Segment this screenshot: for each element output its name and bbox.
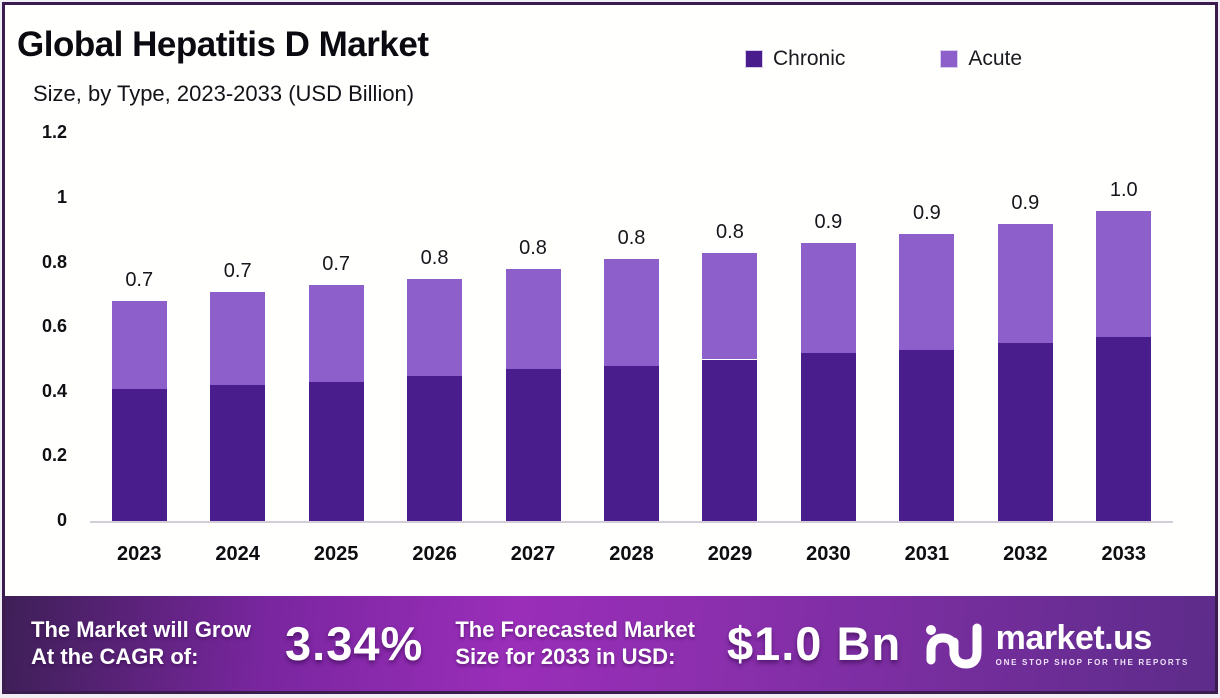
bar-segment-acute-2031: [899, 233, 955, 350]
legend-item-chronic: Chronic: [745, 47, 845, 71]
footer-banner: The Market will Grow At the CAGR of: 3.3…: [5, 596, 1215, 691]
bar-segment-chronic-2032: [997, 343, 1053, 521]
bar-segment-chronic-2025: [308, 382, 364, 521]
y-axis-tick: 1.2: [41, 122, 67, 143]
brand-text: market.us ONE STOP SHOP FOR THE REPORTS: [996, 621, 1189, 667]
chart-stage: Global Hepatitis D Market Size, by Type,…: [5, 5, 1215, 691]
bar-total-label-2032: 0.9: [1011, 191, 1040, 214]
bar-total-label-2027: 0.8: [519, 237, 547, 260]
x-axis-label-2026: 2026: [412, 543, 457, 565]
bar-segment-acute-2026: [407, 278, 463, 376]
legend: Chronic Acute: [745, 47, 1022, 71]
x-axis-label-2024: 2024: [215, 543, 260, 565]
bar-segment-chronic-2028: [604, 365, 659, 521]
legend-item-acute: Acute: [940, 47, 1022, 71]
legend-label-acute: Acute: [968, 47, 1023, 70]
forecast-value: $1.0 Bn: [726, 617, 902, 670]
forecast-label: The Forecasted Market Size for 2033 in U…: [455, 617, 695, 671]
bar-segment-chronic-2023: [111, 388, 167, 521]
bar-segment-acute-2027: [505, 269, 561, 370]
bar-segment-acute-2029: [702, 252, 758, 360]
y-axis-tick: 0.8: [41, 251, 67, 272]
y-axis-tick: 0: [56, 510, 67, 530]
market-us-logo-icon: [925, 623, 982, 669]
bar-segment-chronic-2026: [407, 375, 463, 521]
page-title: Global Hepatitis D Market: [17, 25, 429, 64]
y-axis-tick: 0.4: [41, 380, 67, 401]
bar-segment-chronic-2031: [899, 349, 955, 521]
bar-total-label-2024: 0.7: [223, 259, 252, 282]
cagr-value: 3.34%: [285, 617, 424, 670]
x-axis-label-2031: 2031: [904, 543, 950, 565]
cagr-label: The Market will Grow At the CAGR of:: [31, 617, 251, 671]
bar-total-label-2031: 0.9: [912, 201, 941, 224]
bar-total-label-2029: 0.8: [716, 220, 744, 243]
cagr-label-line2: At the CAGR of:: [31, 643, 199, 669]
bar-segment-acute-2023: [111, 301, 167, 389]
bar-total-label-2025: 0.7: [322, 253, 351, 276]
forecast-label-line2: Size for 2033 in USD:: [455, 643, 676, 669]
bar-total-label-2033: 1.0: [1109, 178, 1138, 201]
x-axis-label-2025: 2025: [313, 543, 359, 565]
brand-tagline: ONE STOP SHOP FOR THE REPORTS: [995, 657, 1189, 667]
brand-name: market.us: [995, 618, 1153, 657]
bar-total-label-2030: 0.9: [814, 211, 843, 234]
y-axis-tick: 0.2: [41, 445, 67, 466]
bar-segment-acute-2033: [1096, 210, 1152, 337]
x-axis-label-2027: 2027: [510, 543, 556, 565]
bar-segment-acute-2030: [800, 243, 856, 354]
bar-segment-chronic-2030: [800, 353, 856, 521]
bar-segment-chronic-2033: [1096, 336, 1152, 521]
y-axis-tick: 0.6: [41, 316, 67, 337]
bar-segment-acute-2032: [997, 223, 1053, 344]
brand-logo: market.us ONE STOP SHOP FOR THE REPORTS: [924, 618, 1189, 670]
bar-total-label-2028: 0.8: [617, 227, 646, 250]
y-axis-tick: 1: [56, 187, 67, 207]
x-axis-label-2023: 2023: [116, 543, 162, 565]
bar-segment-acute-2024: [210, 291, 266, 386]
bar-segment-chronic-2027: [505, 369, 561, 521]
chronic-swatch-icon: [745, 50, 763, 68]
x-axis-label-2033: 2033: [1101, 543, 1147, 565]
acute-swatch-icon: [940, 50, 959, 68]
legend-label-chronic: Chronic: [773, 47, 846, 70]
x-axis-label-2032: 2032: [1003, 543, 1048, 565]
x-axis-label-2030: 2030: [806, 543, 851, 565]
bar-total-label-2026: 0.8: [420, 246, 449, 269]
x-axis-label-2028: 2028: [609, 543, 654, 565]
cagr-label-line1: The Market will Grow: [31, 616, 252, 642]
bar-segment-chronic-2029: [702, 359, 758, 521]
x-axis-line: [90, 521, 1173, 523]
forecast-label-line1: The Forecasted Market: [455, 616, 695, 642]
page-subtitle: Size, by Type, 2023-2033 (USD Billion): [33, 81, 415, 106]
bar-total-label-2023: 0.7: [125, 269, 154, 292]
bar-segment-acute-2028: [604, 259, 659, 366]
bar-segment-acute-2025: [308, 285, 364, 383]
x-axis-label-2029: 2029: [707, 543, 753, 565]
bar-segment-chronic-2024: [210, 385, 266, 521]
